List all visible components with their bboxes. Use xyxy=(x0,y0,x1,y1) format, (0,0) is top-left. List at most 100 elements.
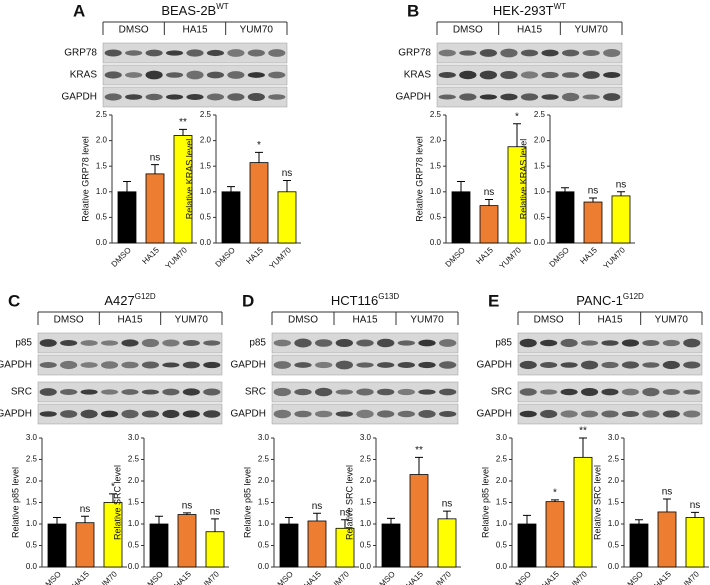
blot-band xyxy=(580,340,599,346)
blot-band xyxy=(121,389,139,395)
x-tick-label: DMSO xyxy=(622,570,645,585)
blot-band xyxy=(662,389,680,395)
blot-band xyxy=(621,361,640,369)
blot-band xyxy=(39,411,57,417)
error-bar xyxy=(81,515,89,523)
bar xyxy=(117,191,137,244)
blot-band xyxy=(206,93,225,101)
error-bar xyxy=(341,519,349,529)
bar xyxy=(277,191,297,244)
bar xyxy=(75,522,95,568)
bar xyxy=(545,501,565,568)
blot-band xyxy=(500,48,518,58)
blot-band xyxy=(621,411,640,417)
panel-label: B xyxy=(407,1,419,20)
y-axis-label: Relative KRAS level xyxy=(184,139,194,220)
blot-band xyxy=(603,49,621,57)
y-tick-label: 2.0 xyxy=(96,136,108,145)
error-bar xyxy=(313,512,321,521)
significance: ns xyxy=(182,500,193,511)
panel-label: D xyxy=(242,291,254,310)
y-tick-label: 3.0 xyxy=(360,433,372,442)
error-bar xyxy=(561,187,569,192)
x-tick-label: YUM70 xyxy=(498,245,524,271)
blot-band xyxy=(438,94,456,100)
blot-band xyxy=(560,338,578,348)
blot-band xyxy=(294,410,312,418)
panel-title: HCT116G13D xyxy=(331,292,400,308)
y-tick-label: 1.0 xyxy=(200,187,212,196)
y-tick-label: 2.0 xyxy=(496,476,508,485)
blot-band xyxy=(60,360,78,370)
blot-band xyxy=(203,388,221,396)
x-tick-label: YUM70 xyxy=(326,569,352,585)
blot-band xyxy=(141,389,160,395)
group-label: YUM70 xyxy=(240,25,274,36)
error-bar xyxy=(211,518,219,532)
group-label: DMSO xyxy=(453,25,483,36)
y-tick-label: 2.0 xyxy=(430,136,442,145)
y-tick-label: 0.5 xyxy=(496,541,508,550)
blot-band xyxy=(165,94,184,100)
blot-band xyxy=(268,49,286,57)
x-tick-label: YUM70 xyxy=(94,569,120,585)
blot-band xyxy=(182,361,200,369)
blot-band xyxy=(294,388,312,396)
blot-band xyxy=(100,389,119,395)
error-bar xyxy=(663,498,671,512)
y-tick-label: 0.0 xyxy=(200,238,212,247)
blot-row-label: GRP78 xyxy=(398,48,431,59)
blot-row-label: p85 xyxy=(15,338,32,349)
blot-band xyxy=(162,388,180,396)
blot-row-label: GRP78 xyxy=(64,48,97,59)
group-label: YUM70 xyxy=(574,25,608,36)
x-tick-label: HA15 xyxy=(404,569,425,585)
bar xyxy=(409,474,429,568)
y-tick-label: 2.0 xyxy=(200,136,212,145)
blot-band xyxy=(80,340,98,346)
title-text: HCT116 xyxy=(331,293,378,308)
blot-band xyxy=(314,361,333,369)
blot-band xyxy=(580,387,599,397)
x-tick-label: YUM70 xyxy=(428,569,454,585)
x-tick-label: DMSO xyxy=(272,570,295,585)
title-text: PANC-1 xyxy=(576,293,623,308)
blot-band xyxy=(601,361,619,369)
blot-band xyxy=(520,49,539,57)
y-tick-label: 2.5 xyxy=(26,455,38,464)
y-axis-label: Relative SRC level xyxy=(344,465,354,540)
error-bar xyxy=(255,151,263,163)
blot-band xyxy=(294,362,312,368)
blot-band xyxy=(182,339,200,347)
significance: ns xyxy=(150,152,161,163)
blot-band xyxy=(39,339,57,347)
group-label: HA15 xyxy=(182,25,207,36)
y-tick-label: 1.5 xyxy=(258,498,270,507)
y-axis-label: Relative p85 level xyxy=(480,467,490,538)
blot-band xyxy=(104,49,122,57)
blot-band xyxy=(203,410,221,418)
blot-band xyxy=(165,50,184,56)
blot-band xyxy=(541,71,559,79)
x-tick-label: YUM70 xyxy=(676,569,702,585)
blot-band xyxy=(227,93,245,101)
blot-band xyxy=(376,362,395,368)
blot-band xyxy=(438,49,456,57)
title-superscript: WT xyxy=(554,2,567,11)
blot-band xyxy=(418,339,436,347)
y-axis-label: Relative p85 level xyxy=(242,467,252,538)
panel-label: E xyxy=(488,291,499,310)
x-tick-label: DMSO xyxy=(510,570,533,585)
error-bar xyxy=(53,517,61,524)
significance: * xyxy=(515,111,519,122)
error-bar xyxy=(123,181,131,192)
blot-band xyxy=(561,92,580,102)
x-tick-label: DMSO xyxy=(444,246,467,269)
blot-band xyxy=(141,410,160,418)
group-label: YUM70 xyxy=(175,315,209,326)
x-tick-label: DMSO xyxy=(40,570,63,585)
blot-band xyxy=(397,340,416,346)
blot-band xyxy=(145,49,163,57)
blot-band xyxy=(268,71,286,79)
y-tick-label: 3.0 xyxy=(258,433,270,442)
